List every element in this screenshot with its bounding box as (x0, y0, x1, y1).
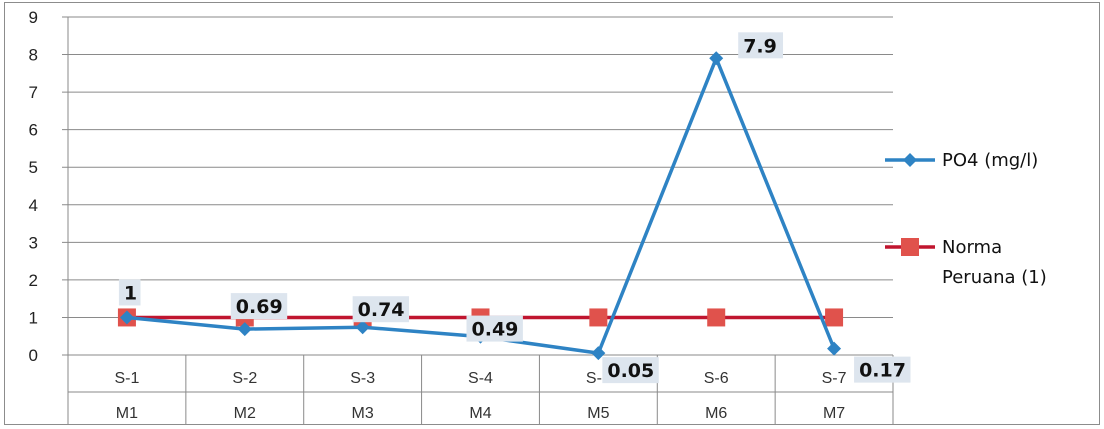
data-label-background (118, 279, 141, 306)
marker-diamond (709, 51, 724, 66)
y-tick-label: 7 (29, 83, 38, 102)
y-tick-label: 4 (29, 196, 38, 215)
x-category-label: S-7 (822, 370, 847, 387)
marker-square (707, 308, 726, 327)
data-label-background (854, 356, 911, 383)
data-label-background (230, 293, 288, 320)
data-label: 0.49 (466, 315, 523, 342)
legend-swatch-marker (903, 153, 917, 167)
y-tick-label: 0 (29, 346, 38, 365)
series-layer (117, 51, 844, 361)
x-category-sublabel: M1 (116, 405, 138, 422)
x-category-sublabel: M6 (705, 405, 727, 422)
x-category-label: S-3 (350, 370, 375, 387)
x-category-label: S-4 (468, 370, 493, 387)
marker-square (589, 308, 608, 327)
y-tick-label: 9 (29, 8, 38, 27)
legend-label: PO4 (mg/l) (942, 150, 1038, 171)
data-label-text: 0.05 (607, 360, 654, 382)
data-label-text: 1 (124, 282, 137, 304)
legend-item-po4: PO4 (mg/l) (885, 150, 1038, 171)
x-category-label: S-6 (704, 370, 729, 387)
legend-item-norma-peruana: Norma Peruana (1) (885, 237, 1047, 288)
y-tick-label: 5 (29, 158, 38, 177)
data-label-background (352, 296, 410, 323)
data-label: 0.05 (602, 357, 659, 384)
legend-label-line1: Norma (942, 237, 1002, 258)
data-label: 0.69 (230, 293, 288, 320)
marker-diamond (119, 310, 134, 325)
marker-diamond (237, 322, 252, 337)
data-label-text: 0.74 (358, 299, 405, 321)
x-category-sublabel: M4 (469, 405, 491, 422)
y-axis-ticks: 0 1 2 3 4 5 6 7 8 9 (29, 8, 38, 365)
y-tick-label: 1 (29, 308, 38, 327)
y-tick-label: 6 (29, 121, 38, 140)
data-label-text: 7.9 (743, 35, 777, 57)
data-label: 1 (118, 279, 141, 306)
data-label-text: 0.17 (859, 360, 906, 382)
marker-diamond (591, 346, 606, 361)
data-label-text: 0.49 (472, 319, 519, 341)
x-category-sublabel: M2 (234, 405, 256, 422)
x-category-sublabel: M3 (352, 405, 374, 422)
data-label-text: 0.69 (236, 296, 283, 318)
legend-swatch-marker (901, 238, 919, 256)
y-tick-label: 3 (29, 233, 38, 252)
marker-diamond (355, 320, 370, 335)
data-label: 0.17 (854, 356, 911, 383)
y-tick-label: 2 (29, 271, 38, 290)
x-category-label: S-2 (232, 370, 257, 387)
data-label-background (602, 357, 659, 384)
y-tick-label: 8 (29, 46, 38, 65)
data-label: 0.74 (352, 296, 410, 323)
x-category-sublabel: M5 (587, 405, 609, 422)
marker-square (825, 308, 844, 327)
data-labels: 1 0.69 0.74 0.49 0.05 7.9 0.17 (118, 32, 911, 384)
axes (67, 17, 894, 424)
legend-label-line2: Peruana (1) (942, 267, 1047, 288)
x-category-label: S-1 (114, 370, 139, 387)
data-label-background (466, 315, 523, 342)
x-category-sublabel: M7 (823, 405, 845, 422)
marker-diamond (827, 341, 842, 356)
legend: PO4 (mg/l) Norma Peruana (1) (885, 150, 1047, 288)
data-label: 7.9 (738, 32, 784, 59)
data-label-background (738, 32, 784, 59)
